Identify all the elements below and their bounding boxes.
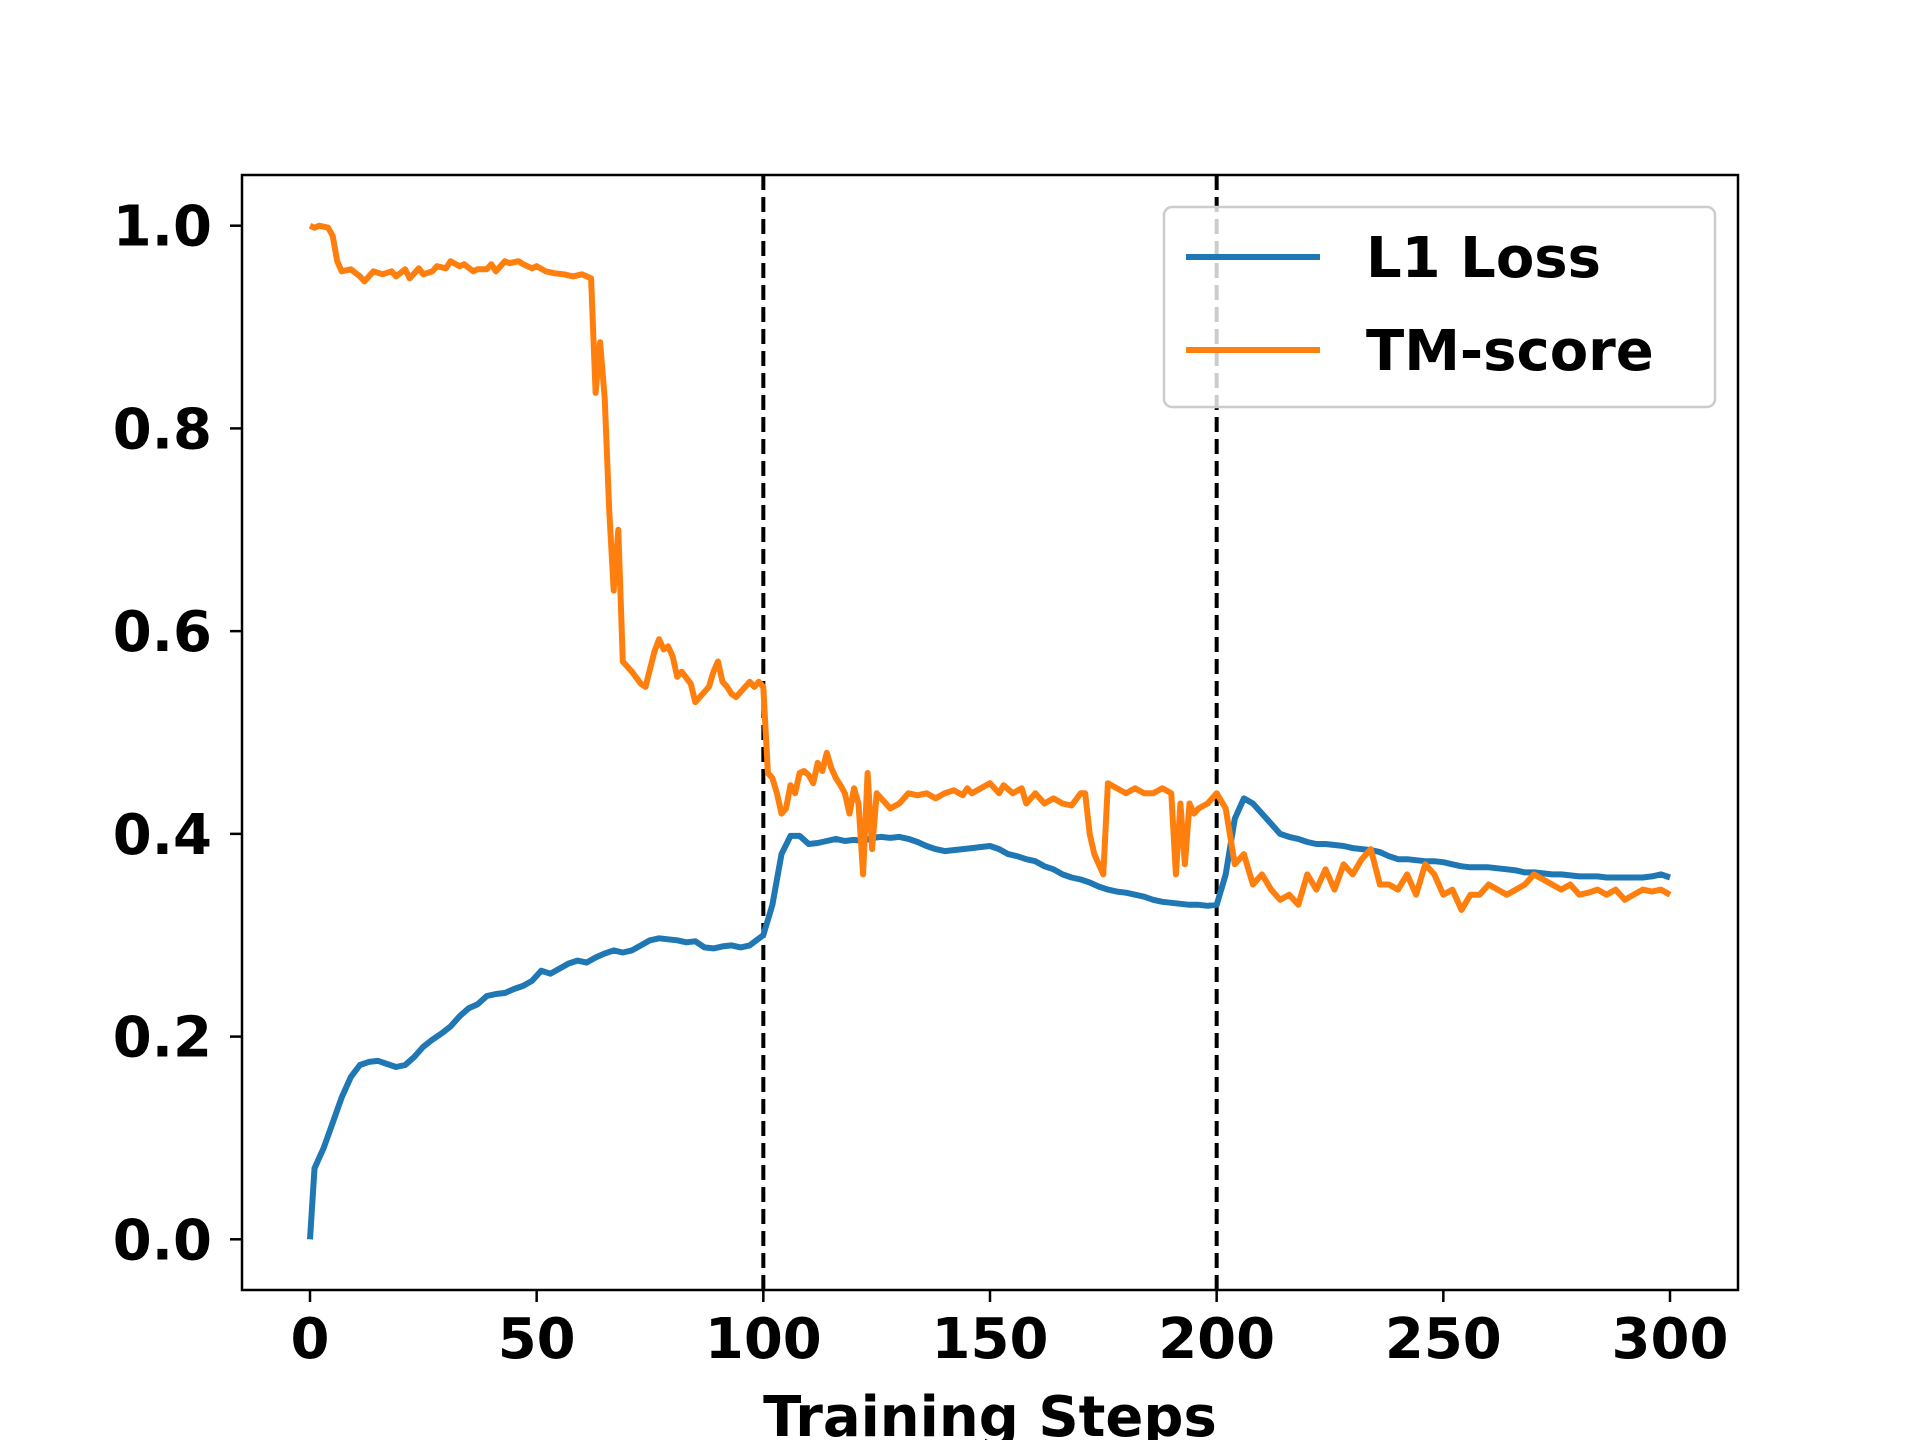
x-tick-label: 50 [498, 1307, 576, 1372]
x-axis-label: Training Steps [763, 1385, 1217, 1440]
legend-label: L1 Loss [1366, 226, 1601, 291]
series-line-l1-loss [307, 795, 1671, 1240]
y-tick-label: 0.6 [113, 600, 212, 665]
x-tick-label: 300 [1612, 1307, 1729, 1372]
legend: L1 Loss TM-score [1162, 205, 1717, 409]
y-tick-label: 0.8 [113, 397, 212, 462]
y-axis: 0.0 0.2 0.4 0.6 0.8 1.0 [113, 195, 242, 1273]
x-tick-label: 150 [932, 1307, 1049, 1372]
x-tick-label: 200 [1158, 1307, 1275, 1372]
x-tick-label: 0 [291, 1307, 330, 1372]
y-tick-label: 1.0 [113, 195, 212, 260]
y-tick-label: 0.0 [113, 1208, 212, 1273]
phase-divider-lines [761, 175, 1219, 1290]
x-tick-label: 100 [705, 1307, 822, 1372]
y-tick-label: 0.4 [113, 803, 212, 868]
x-tick-label: 250 [1385, 1307, 1502, 1372]
series-lines [307, 222, 1672, 1240]
y-tick-label: 0.2 [113, 1006, 212, 1071]
legend-label: TM-score [1366, 319, 1654, 384]
x-axis: 0 50 100 150 200 250 300 [291, 1290, 1729, 1372]
series-line-tm-score [308, 222, 1672, 913]
